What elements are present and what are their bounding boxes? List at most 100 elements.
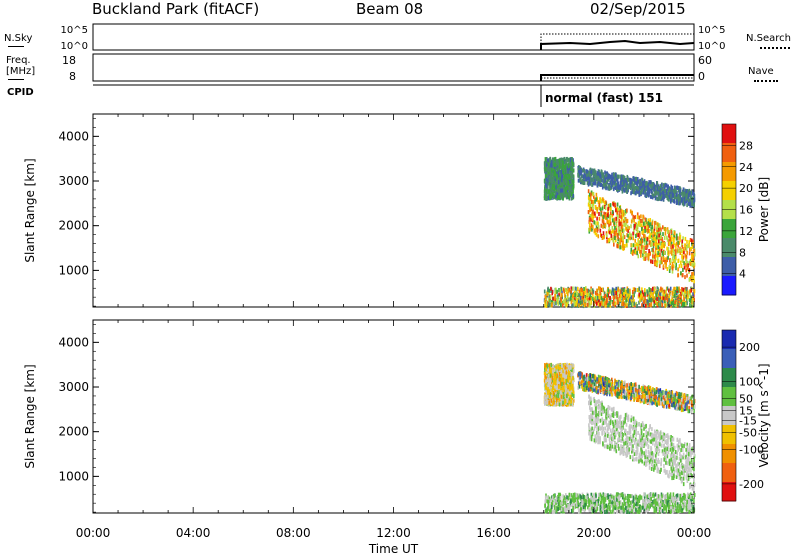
power-cell — [648, 303, 650, 307]
power-cell — [685, 254, 688, 259]
power-cell — [616, 297, 619, 301]
power-cell — [688, 201, 690, 205]
power-cell — [623, 246, 625, 251]
power-cell — [571, 169, 573, 174]
power-cell — [689, 302, 691, 307]
power-cell — [587, 176, 589, 180]
power-cell — [607, 186, 609, 191]
power-cell — [567, 169, 569, 174]
power-cell — [573, 292, 575, 297]
velocity-cell — [631, 508, 633, 513]
power-cell — [592, 224, 594, 229]
power-cell — [619, 294, 621, 298]
velocity-cell — [604, 506, 607, 511]
power-cell — [619, 205, 621, 210]
power-cell — [580, 177, 582, 182]
power-cell — [615, 228, 618, 233]
velocity-cell — [566, 495, 568, 500]
velocity-cell — [620, 492, 623, 497]
power-cell — [643, 237, 646, 242]
power-cell — [557, 162, 560, 167]
power-cell — [603, 200, 606, 205]
velocity-cell — [658, 510, 661, 514]
power-cell — [620, 224, 623, 229]
velocity-cell — [626, 504, 629, 509]
power-cell — [575, 300, 578, 305]
power-cell — [624, 244, 626, 248]
power-cell — [557, 296, 559, 301]
power-cell — [647, 228, 649, 233]
power-cell — [686, 239, 688, 244]
velocity-cell — [600, 510, 603, 514]
power-cell — [602, 178, 604, 183]
power-cell — [602, 197, 604, 202]
power-cell — [669, 236, 671, 241]
power-cell — [590, 192, 592, 197]
power-cell — [558, 161, 561, 166]
power-cell — [592, 206, 594, 211]
power-cell — [564, 181, 566, 186]
power-cell — [649, 180, 652, 185]
power-cell — [546, 292, 549, 297]
power-cell — [565, 195, 568, 200]
velocity-cell — [593, 493, 595, 498]
power-cell — [566, 299, 568, 304]
power-cell — [634, 223, 636, 228]
power-colorbar-label: 24 — [739, 161, 753, 174]
power-cell — [608, 301, 610, 306]
power-cell — [693, 264, 695, 269]
power-cell — [553, 157, 556, 162]
velocity-cell — [580, 503, 583, 508]
velocity-cell — [575, 493, 578, 498]
power-cell — [648, 249, 650, 253]
velocity-cell — [604, 510, 606, 514]
velocity-cell — [674, 504, 677, 509]
power-cell — [590, 217, 592, 222]
power-cell — [636, 212, 639, 217]
power-cell — [571, 192, 573, 197]
power-cell — [636, 189, 638, 194]
power-cell — [626, 233, 628, 238]
power-cell — [660, 227, 662, 232]
power-cell — [651, 296, 653, 301]
power-cell — [663, 235, 666, 240]
power-cell — [662, 256, 665, 260]
velocity-cell — [602, 507, 604, 512]
cpid-label: CPID — [7, 87, 34, 98]
velocity-cell — [637, 508, 640, 513]
power-cell — [558, 182, 560, 187]
power-cell — [591, 182, 593, 187]
velocity-cell — [562, 498, 565, 503]
velocity-cell — [597, 499, 599, 503]
velocity-cell — [640, 495, 642, 500]
power-cell — [641, 230, 643, 235]
power-cell — [563, 187, 566, 192]
power-cell — [621, 227, 624, 232]
power-cell — [668, 265, 671, 270]
power-cell — [615, 238, 617, 243]
power-cell — [650, 288, 652, 293]
power-cell — [648, 289, 650, 294]
power-cell — [630, 295, 633, 300]
velocity-cell — [656, 501, 658, 506]
power-cell — [657, 287, 659, 292]
power-cell — [581, 299, 583, 304]
power-cell — [637, 189, 639, 194]
velocity-cell — [550, 498, 553, 503]
power-cell — [623, 216, 626, 221]
power-cell — [671, 269, 674, 274]
power-cell — [549, 190, 552, 195]
velocity-cell — [624, 493, 626, 498]
velocity-cell — [667, 494, 669, 499]
power-cell — [608, 223, 610, 228]
power-cell — [656, 242, 659, 247]
power-cell — [554, 191, 557, 196]
power-cell — [619, 290, 622, 295]
power-cell — [591, 290, 593, 295]
power-cell — [655, 235, 658, 240]
power-cell — [547, 196, 550, 201]
velocity-cell — [687, 508, 690, 513]
velocity-cell — [668, 502, 670, 507]
velocity-cell — [685, 507, 688, 512]
power-cell — [597, 225, 600, 230]
